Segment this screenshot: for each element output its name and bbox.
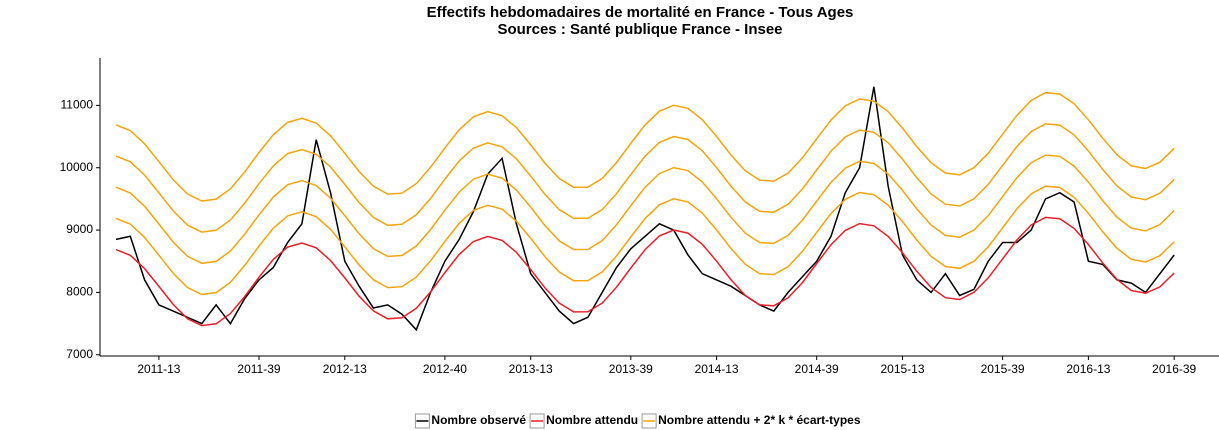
y-tick-label: 9000 — [66, 222, 93, 236]
x-tick-label: 2016-13 — [1066, 362, 1110, 376]
x-tick-label: 2011-39 — [237, 362, 280, 376]
x-tick-label: 2012-13 — [323, 362, 367, 376]
x-tick-label: 2012-40 — [423, 362, 467, 376]
y-tick-label: 10000 — [60, 160, 94, 174]
y-tick-label: 8000 — [66, 285, 93, 299]
x-tick-label: 2016-39 — [1152, 362, 1196, 376]
x-tick-label: 2014-13 — [695, 362, 739, 376]
legend-label: Nombre attendu + 2* k * écart-types — [658, 413, 861, 427]
legend: Nombre observé Nombre attendu Nombre atten… — [414, 413, 861, 429]
legend-label: Nombre observé — [431, 413, 526, 427]
series-line — [115, 185, 1175, 296]
y-tick-label: 7000 — [66, 347, 93, 361]
x-tick-label: 2015-13 — [880, 362, 924, 376]
x-tick-label: 2011-13 — [137, 362, 180, 376]
series-line — [115, 216, 1175, 327]
x-tick-label: 2014-39 — [795, 362, 839, 376]
series-line — [115, 154, 1175, 265]
legend-label: Nombre attendu — [546, 413, 638, 427]
chart-title: Effectifs hebdomadaires de mortalité en … — [427, 4, 854, 21]
series-line — [115, 86, 1175, 332]
chart-subtitle: Sources : Santé publique France - Insee — [497, 21, 782, 38]
x-tick-label: 2013-13 — [509, 362, 553, 376]
x-tick-label: 2013-39 — [609, 362, 653, 376]
y-tick-label: 11000 — [61, 98, 94, 112]
series-line — [115, 123, 1175, 233]
series-line — [115, 91, 1175, 202]
x-tick-label: 2015-39 — [981, 362, 1025, 376]
